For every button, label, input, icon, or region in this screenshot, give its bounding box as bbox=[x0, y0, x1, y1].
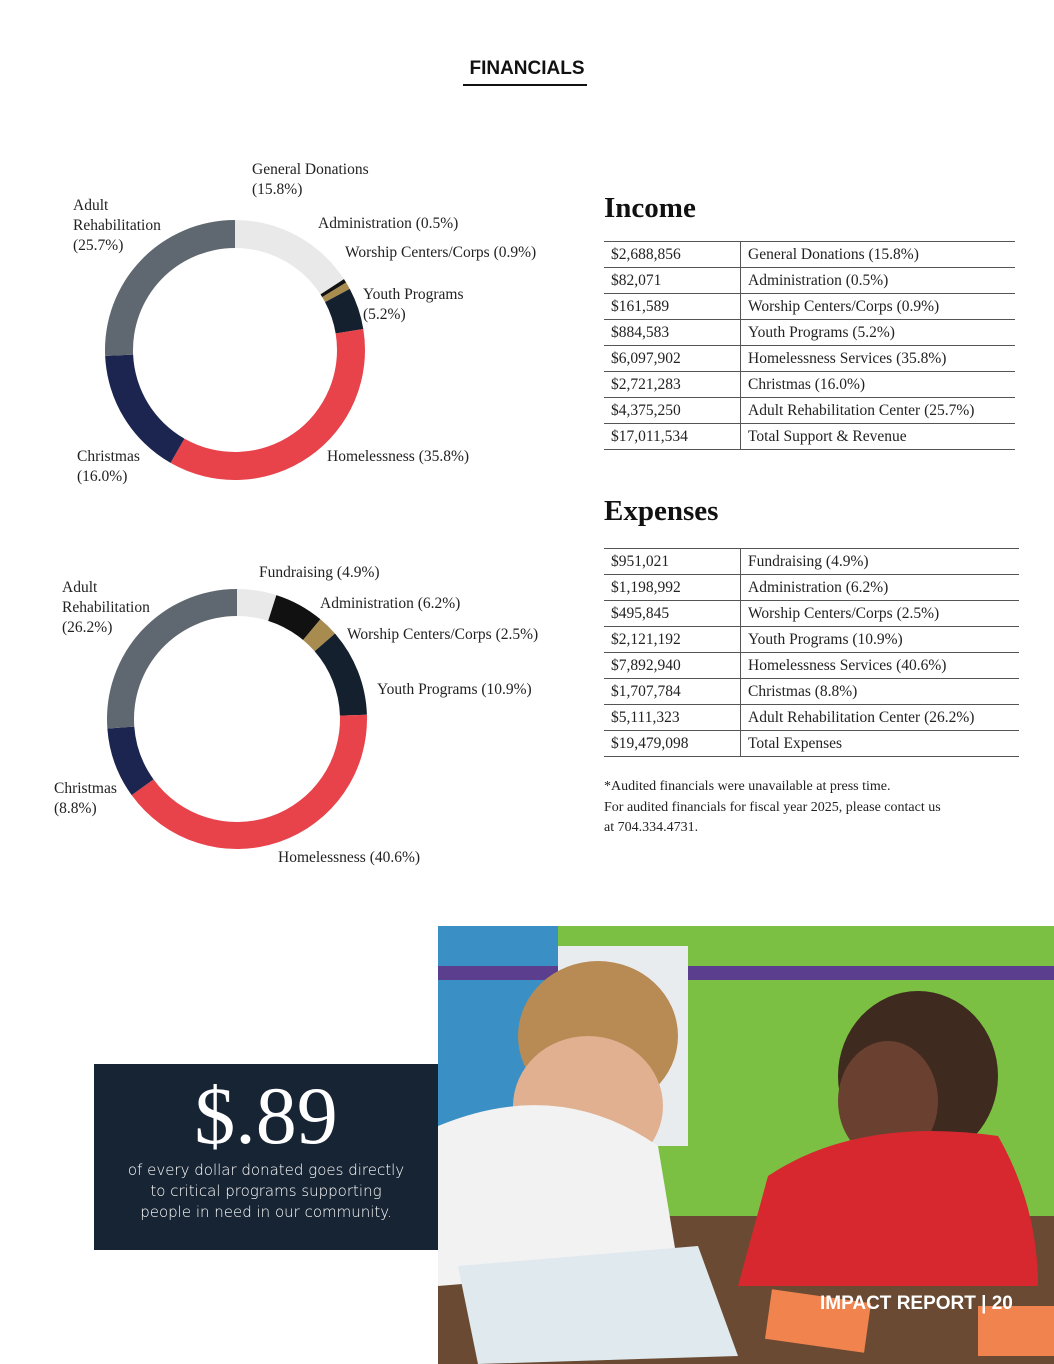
table-row: $7,892,940 Homelessness Services (40.6%) bbox=[604, 652, 1019, 679]
label-cell: Administration (0.5%) bbox=[740, 267, 1015, 294]
table-row: $1,707,784 Christmas (8.8%) bbox=[604, 678, 1019, 705]
label-cell: Adult Rehabilitation Center (25.7%) bbox=[740, 397, 1015, 424]
note: *Audited financials were unavailable at … bbox=[604, 777, 1024, 839]
label-cell: Homelessness Services (40.6%) bbox=[740, 652, 1019, 679]
table-row: $82,071 Administration (0.5%) bbox=[604, 267, 1015, 294]
note-line: at 704.334.4731. bbox=[604, 820, 699, 835]
amount-cell: $17,011,534 bbox=[604, 423, 741, 450]
segment-label: Youth Programs (10.9%) bbox=[377, 681, 532, 698]
donut-segment bbox=[105, 220, 235, 356]
donut-segment bbox=[105, 354, 185, 463]
donut-segment bbox=[303, 619, 335, 652]
segment-label: Worship Centers/Corps (2.5%) bbox=[347, 626, 539, 643]
footer: IMPACT REPORT | 20 bbox=[820, 1293, 1013, 1314]
table-row: $5,111,323 Adult Rehabilitation Center (2… bbox=[604, 704, 1019, 731]
donut-segment bbox=[237, 589, 277, 621]
note-line: *Audited financials were unavailable at … bbox=[604, 779, 891, 794]
charts bbox=[105, 220, 367, 849]
table-row: $161,589 Worship Centers/Corps (0.9%) bbox=[604, 293, 1015, 320]
label-cell: Total Support & Revenue bbox=[740, 423, 1015, 450]
label-cell: Youth Programs (10.9%) bbox=[740, 626, 1019, 653]
table-row: $4,375,250 Adult Rehabilitation Center (2… bbox=[604, 397, 1015, 424]
table-row: $2,121,192 Youth Programs (10.9%) bbox=[604, 626, 1019, 653]
donut-segment bbox=[107, 589, 237, 729]
label-cell: Christmas (16.0%) bbox=[740, 371, 1015, 398]
donut-segment bbox=[235, 220, 344, 295]
photo bbox=[438, 926, 1054, 1364]
donut-segment bbox=[325, 288, 364, 334]
donut-segment bbox=[320, 279, 347, 298]
expenses-title: Expenses bbox=[604, 495, 719, 527]
segment-label: Christmas (16.0%) bbox=[77, 448, 140, 485]
page-title: FINANCIALS bbox=[469, 58, 585, 79]
label-cell: Worship Centers/Corps (0.9%) bbox=[740, 293, 1015, 320]
label-cell: General Donations (15.8%) bbox=[740, 241, 1015, 268]
label-cell: Fundraising (4.9%) bbox=[740, 548, 1019, 575]
amount-cell: $2,121,192 bbox=[604, 626, 741, 653]
table-row: $951,021 Fundraising (4.9%) bbox=[604, 548, 1019, 575]
callout: $.89 of every dollar donated goes direct… bbox=[94, 1064, 438, 1250]
segment-label: Administration (6.2%) bbox=[320, 595, 461, 612]
label-cell: Homelessness Services (35.8%) bbox=[740, 345, 1015, 372]
amount-cell: $1,198,992 bbox=[604, 574, 741, 601]
table-row: $2,721,283 Christmas (16.0%) bbox=[604, 371, 1015, 398]
table-row: $1,198,992 Administration (6.2%) bbox=[604, 574, 1019, 601]
label-cell: Youth Programs (5.2%) bbox=[740, 319, 1015, 346]
amount-cell: $5,111,323 bbox=[604, 704, 741, 731]
label-cell: Administration (6.2%) bbox=[740, 574, 1019, 601]
income-title: Income bbox=[604, 192, 696, 224]
label-cell: Worship Centers/Corps (2.5%) bbox=[740, 600, 1019, 627]
donut-segment bbox=[107, 726, 154, 796]
label-cell: Total Expenses bbox=[740, 730, 1019, 757]
segment-label: Adult Rehabilitation (25.7%) bbox=[73, 197, 161, 254]
label-cell: Adult Rehabilitation Center (26.2%) bbox=[740, 704, 1019, 731]
amount-cell: $7,892,940 bbox=[604, 652, 741, 679]
amount-cell: $495,845 bbox=[604, 600, 741, 627]
segment-label: Administration (0.5%) bbox=[318, 215, 459, 232]
amount-cell: $951,021 bbox=[604, 548, 741, 575]
donut-segment bbox=[314, 633, 367, 716]
segment-label: Homelessness (35.8%) bbox=[327, 448, 470, 465]
photo-art bbox=[438, 926, 1054, 1364]
segment-label: Fundraising (4.9%) bbox=[259, 564, 380, 581]
table-row: $495,845 Worship Centers/Corps (2.5%) bbox=[604, 600, 1019, 627]
donut-segment bbox=[131, 714, 367, 849]
segment-label: General Donations (15.8%) bbox=[252, 161, 369, 198]
label-cell: Christmas (8.8%) bbox=[740, 678, 1019, 705]
table-row: $19,479,098 Total Expenses bbox=[604, 730, 1019, 757]
amount-cell: $161,589 bbox=[604, 293, 741, 320]
segment-label: Youth Programs (5.2%) bbox=[363, 286, 464, 323]
donut-segment bbox=[170, 329, 366, 480]
donut-segment bbox=[322, 282, 350, 303]
callout-amount: $.89 bbox=[194, 1070, 338, 1161]
amount-cell: $82,071 bbox=[604, 267, 741, 294]
segment-label: Worship Centers/Corps (0.9%) bbox=[345, 244, 537, 261]
expenses-table: $951,021 Fundraising (4.9%) $1,198,992 Admi… bbox=[604, 548, 1019, 757]
segment-label: Homelessness (40.6%) bbox=[278, 849, 421, 866]
amount-cell: $6,097,902 bbox=[604, 345, 741, 372]
amount-cell: $4,375,250 bbox=[604, 397, 741, 424]
amount-cell: $2,688,856 bbox=[604, 241, 741, 268]
amount-cell: $2,721,283 bbox=[604, 371, 741, 398]
table-row: $17,011,534 Total Support & Revenue bbox=[604, 423, 1015, 450]
segment-label: Christmas (8.8%) bbox=[54, 780, 117, 817]
title-underline bbox=[463, 84, 587, 86]
segment-label: Adult Rehabilitation (26.2%) bbox=[62, 579, 150, 636]
table-row: $6,097,902 Homelessness Services (35.8%) bbox=[604, 345, 1015, 372]
amount-cell: $884,583 bbox=[604, 319, 741, 346]
note-line: For audited financials for fiscal year 2… bbox=[604, 799, 941, 815]
table-row: $884,583 Youth Programs (5.2%) bbox=[604, 319, 1015, 346]
amount-cell: $19,479,098 bbox=[604, 730, 741, 757]
income-table: $2,688,856 General Donations (15.8%) $82,0… bbox=[604, 241, 1015, 450]
table-row: $2,688,856 General Donations (15.8%) bbox=[604, 241, 1015, 268]
donut-segment bbox=[268, 595, 321, 641]
callout-text: of every dollar donated goes directly to… bbox=[127, 1161, 405, 1221]
amount-cell: $1,707,784 bbox=[604, 678, 741, 705]
